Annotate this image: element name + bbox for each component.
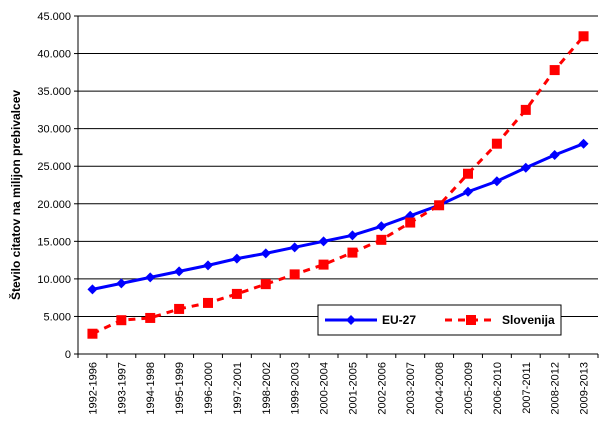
data-point	[289, 242, 300, 253]
series-layer	[87, 31, 589, 339]
x-tick-label: 2005-2009	[463, 362, 475, 415]
data-point	[434, 200, 445, 211]
series-line	[92, 142, 585, 291]
data-point	[466, 315, 476, 325]
x-tick-label: 1999-2003	[290, 362, 302, 415]
data-point	[491, 176, 502, 187]
y-tick-label: 35.000	[37, 86, 71, 98]
data-point	[174, 303, 185, 314]
legend-label: EU-27	[382, 313, 416, 327]
data-point	[87, 328, 98, 339]
data-point	[578, 31, 589, 42]
x-tick-label: 2001-2005	[347, 362, 359, 415]
x-tick-label: 2004-2008	[434, 362, 446, 415]
legend-items: EU-27 Slovenija	[325, 313, 555, 327]
y-axis-label: Število citatov na milijon prebivalcev	[8, 90, 23, 300]
x-tick-label: 1992-1996	[87, 362, 99, 415]
x-tick-label: 2002-2006	[376, 362, 388, 415]
y-tick-label: 15.000	[37, 236, 71, 248]
data-point	[260, 248, 271, 259]
y-tick-label: 5.000	[43, 311, 71, 323]
data-point	[289, 269, 300, 280]
data-point	[549, 149, 560, 160]
data-point	[376, 221, 387, 232]
data-point	[376, 234, 387, 245]
data-point	[520, 104, 531, 115]
data-point	[231, 253, 242, 264]
x-tick-label: 1998-2002	[261, 362, 273, 415]
data-point	[203, 297, 213, 308]
x-tick-label: 1993-1997	[116, 362, 128, 415]
y-tick-label: 10.000	[37, 274, 71, 286]
data-point	[318, 236, 329, 247]
data-point	[347, 247, 358, 258]
data-point	[520, 162, 531, 173]
x-tick-label: 1996-2000	[203, 362, 215, 415]
series-eu-27	[87, 138, 589, 295]
x-tick-label: 1994-1998	[145, 362, 157, 415]
y-tick-label: 25.000	[37, 161, 71, 173]
data-point	[145, 312, 156, 323]
data-point	[578, 138, 589, 149]
data-point	[549, 65, 560, 76]
series-line	[91, 35, 585, 336]
x-tick-label: 2000-2004	[319, 362, 331, 415]
x-tick-label: 1995-1999	[174, 362, 186, 415]
y-tick-label: 20.000	[37, 199, 71, 211]
gridlines	[78, 15, 598, 355]
x-tick-label: 2008-2012	[550, 362, 562, 415]
data-point	[405, 217, 416, 228]
data-point	[145, 272, 156, 283]
data-point	[347, 230, 358, 241]
x-tick-label: 1997-2001	[232, 362, 244, 415]
data-point	[346, 315, 356, 325]
data-point	[174, 266, 185, 277]
x-tick-label: 2009-2013	[579, 362, 591, 415]
data-point	[203, 260, 213, 271]
x-axis-ticks: 1992-1996 1993-1997 1994-1998 1995-1999 1996…	[77, 354, 599, 415]
y-axis-ticks: 0 5.000 10.000 15.000 20.000 25.000 30.000 35.0…	[37, 11, 78, 361]
data-point	[116, 315, 127, 326]
y-tick-label: 0	[65, 349, 71, 361]
data-point	[87, 284, 98, 295]
axes	[77, 16, 598, 355]
y-tick-label: 40.000	[37, 49, 71, 61]
data-point	[260, 279, 271, 290]
x-tick-label: 2003-2007	[405, 362, 417, 415]
legend-label: Slovenija	[502, 313, 555, 327]
x-tick-label: 2006-2010	[492, 362, 504, 415]
data-point	[116, 278, 127, 289]
data-point	[463, 168, 473, 179]
data-point	[491, 138, 502, 149]
data-point	[463, 186, 473, 197]
legend: EU-27 Slovenija	[317, 304, 562, 336]
series-slovenija	[87, 31, 589, 339]
data-point	[231, 288, 242, 299]
y-tick-label: 30.000	[37, 124, 71, 136]
data-point	[318, 259, 329, 270]
y-tick-label: 45.000	[37, 11, 71, 23]
x-tick-label: 2007-2011	[521, 362, 533, 414]
